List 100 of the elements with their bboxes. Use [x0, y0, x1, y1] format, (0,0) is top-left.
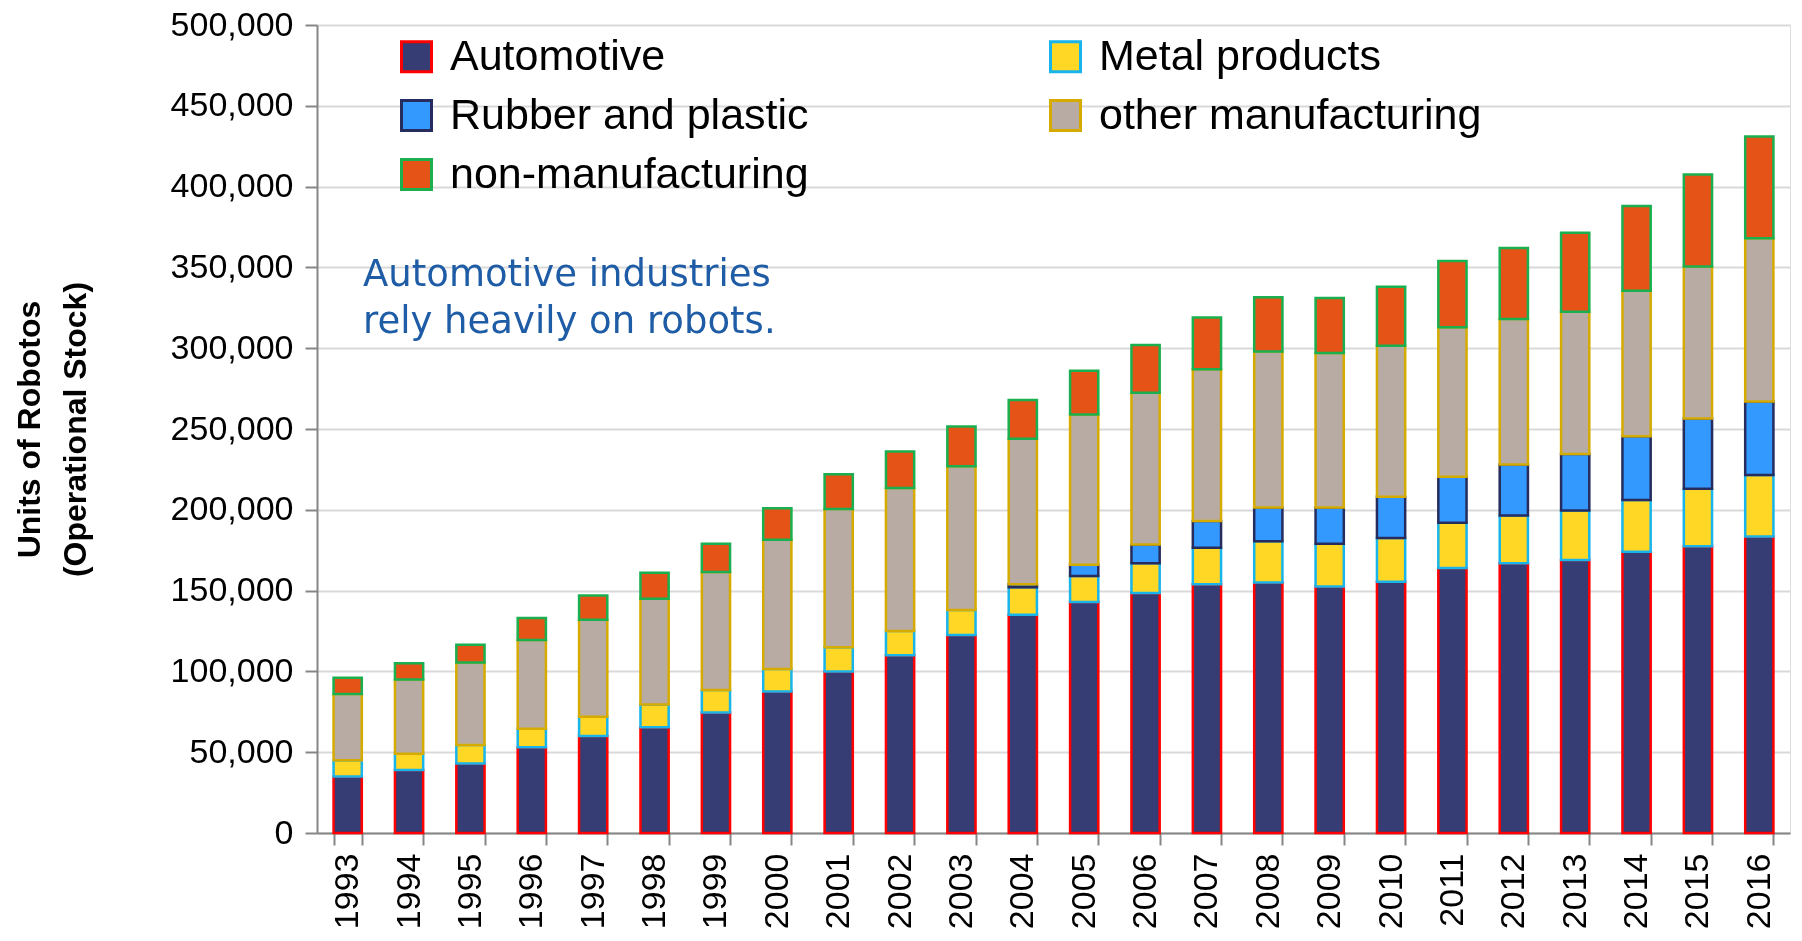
x-tick-label: 1995 — [449, 853, 488, 930]
bar — [1498, 514, 1530, 565]
x-tick-label: 2015 — [1677, 853, 1716, 930]
bar — [1559, 310, 1591, 456]
bar — [1314, 296, 1346, 355]
bar — [1130, 343, 1161, 394]
bar — [332, 676, 364, 696]
x-tick-label: 2014 — [1616, 853, 1655, 930]
x-tick-label: 2001 — [818, 853, 857, 930]
bar — [332, 692, 364, 762]
bar — [1252, 540, 1284, 584]
bar — [1007, 613, 1039, 835]
bar — [1375, 495, 1407, 540]
annotation: Automotive industries rely heavily on robots. — [363, 252, 776, 342]
bar — [1191, 316, 1223, 371]
bar — [1007, 586, 1039, 617]
legend-label: Automotive — [450, 30, 666, 79]
bar — [884, 450, 916, 490]
bar — [332, 775, 364, 835]
bar — [761, 667, 793, 693]
bar — [1191, 367, 1223, 523]
bar — [884, 486, 916, 633]
bar — [1068, 600, 1100, 835]
bar — [455, 762, 486, 835]
bar — [700, 688, 732, 714]
bar — [516, 746, 548, 835]
bar — [1621, 204, 1652, 293]
bar — [946, 464, 977, 612]
bar — [1068, 574, 1100, 604]
y-tick-label: 400,000 — [170, 166, 294, 205]
y-tick-label: 300,000 — [170, 327, 294, 366]
bar — [1559, 509, 1591, 562]
legend-label: other manufacturing — [1099, 89, 1482, 138]
bar — [1007, 398, 1039, 440]
x-tick-label: 2000 — [756, 853, 795, 930]
bar — [1437, 475, 1468, 524]
y-tick-label: 50,000 — [189, 731, 294, 770]
bar — [700, 570, 732, 692]
bar — [1375, 344, 1407, 499]
bar — [1191, 546, 1223, 586]
legend-label: Metal products — [1099, 30, 1382, 79]
x-tick-label: 2009 — [1309, 853, 1348, 930]
y-tick-label: 500,000 — [170, 4, 294, 43]
x-tick-label: 1997 — [572, 853, 611, 930]
bar — [1252, 350, 1284, 509]
bar — [639, 725, 670, 835]
bar — [1682, 173, 1714, 268]
bar — [455, 661, 486, 747]
bar — [1621, 289, 1652, 438]
bar — [823, 645, 855, 673]
bar — [455, 743, 486, 765]
bar — [516, 638, 548, 731]
legend-label: Rubber and plastic — [450, 89, 809, 138]
bar — [1007, 437, 1039, 586]
y-axis-title: Units of Robotos (Operational Stock) — [10, 281, 93, 578]
bar — [1559, 231, 1591, 314]
bar — [577, 618, 609, 718]
y-tick-label: 450,000 — [170, 85, 294, 124]
bar — [946, 608, 977, 637]
x-tick-label: 2011 — [1431, 853, 1470, 927]
bar — [577, 734, 609, 835]
bar — [639, 571, 670, 600]
bar — [1621, 498, 1652, 554]
x-tick-label: 2007 — [1186, 853, 1225, 930]
bar — [1130, 591, 1161, 835]
x-tick-label: 2005 — [1063, 853, 1102, 930]
bar — [761, 690, 793, 835]
bar — [946, 425, 977, 468]
bar — [1743, 473, 1775, 538]
bar — [577, 594, 609, 621]
bar — [761, 538, 793, 671]
x-tick-label: 1999 — [695, 853, 734, 930]
bar — [516, 727, 548, 749]
bar — [1559, 558, 1591, 835]
bar — [761, 506, 793, 541]
bar — [1743, 400, 1775, 477]
legend-label: non-manufacturing — [450, 148, 809, 197]
bar — [393, 678, 425, 756]
x-tick-label: 2016 — [1738, 853, 1777, 930]
bar — [1559, 452, 1591, 512]
bar — [1314, 506, 1346, 545]
bar — [1191, 519, 1223, 550]
bar — [1314, 351, 1346, 509]
bar — [1314, 585, 1346, 835]
x-tick-label: 2004 — [1002, 853, 1041, 930]
bar — [1621, 435, 1652, 502]
bar — [1743, 135, 1775, 240]
x-tick-label: 2003 — [940, 853, 979, 930]
y-tick-label: 100,000 — [170, 650, 294, 689]
x-tick-label: 1993 — [327, 853, 366, 930]
x-tick-label: 1998 — [634, 853, 673, 930]
x-tick-label: 2013 — [1554, 853, 1593, 930]
bar — [1437, 259, 1468, 329]
x-tick-label: 1994 — [388, 853, 427, 930]
x-tick-label: 2008 — [1247, 853, 1286, 930]
bar — [1375, 536, 1407, 583]
bar — [516, 616, 548, 642]
bar — [1130, 561, 1161, 595]
bar — [1682, 487, 1714, 548]
x-tick-label: 2006 — [1125, 853, 1164, 930]
